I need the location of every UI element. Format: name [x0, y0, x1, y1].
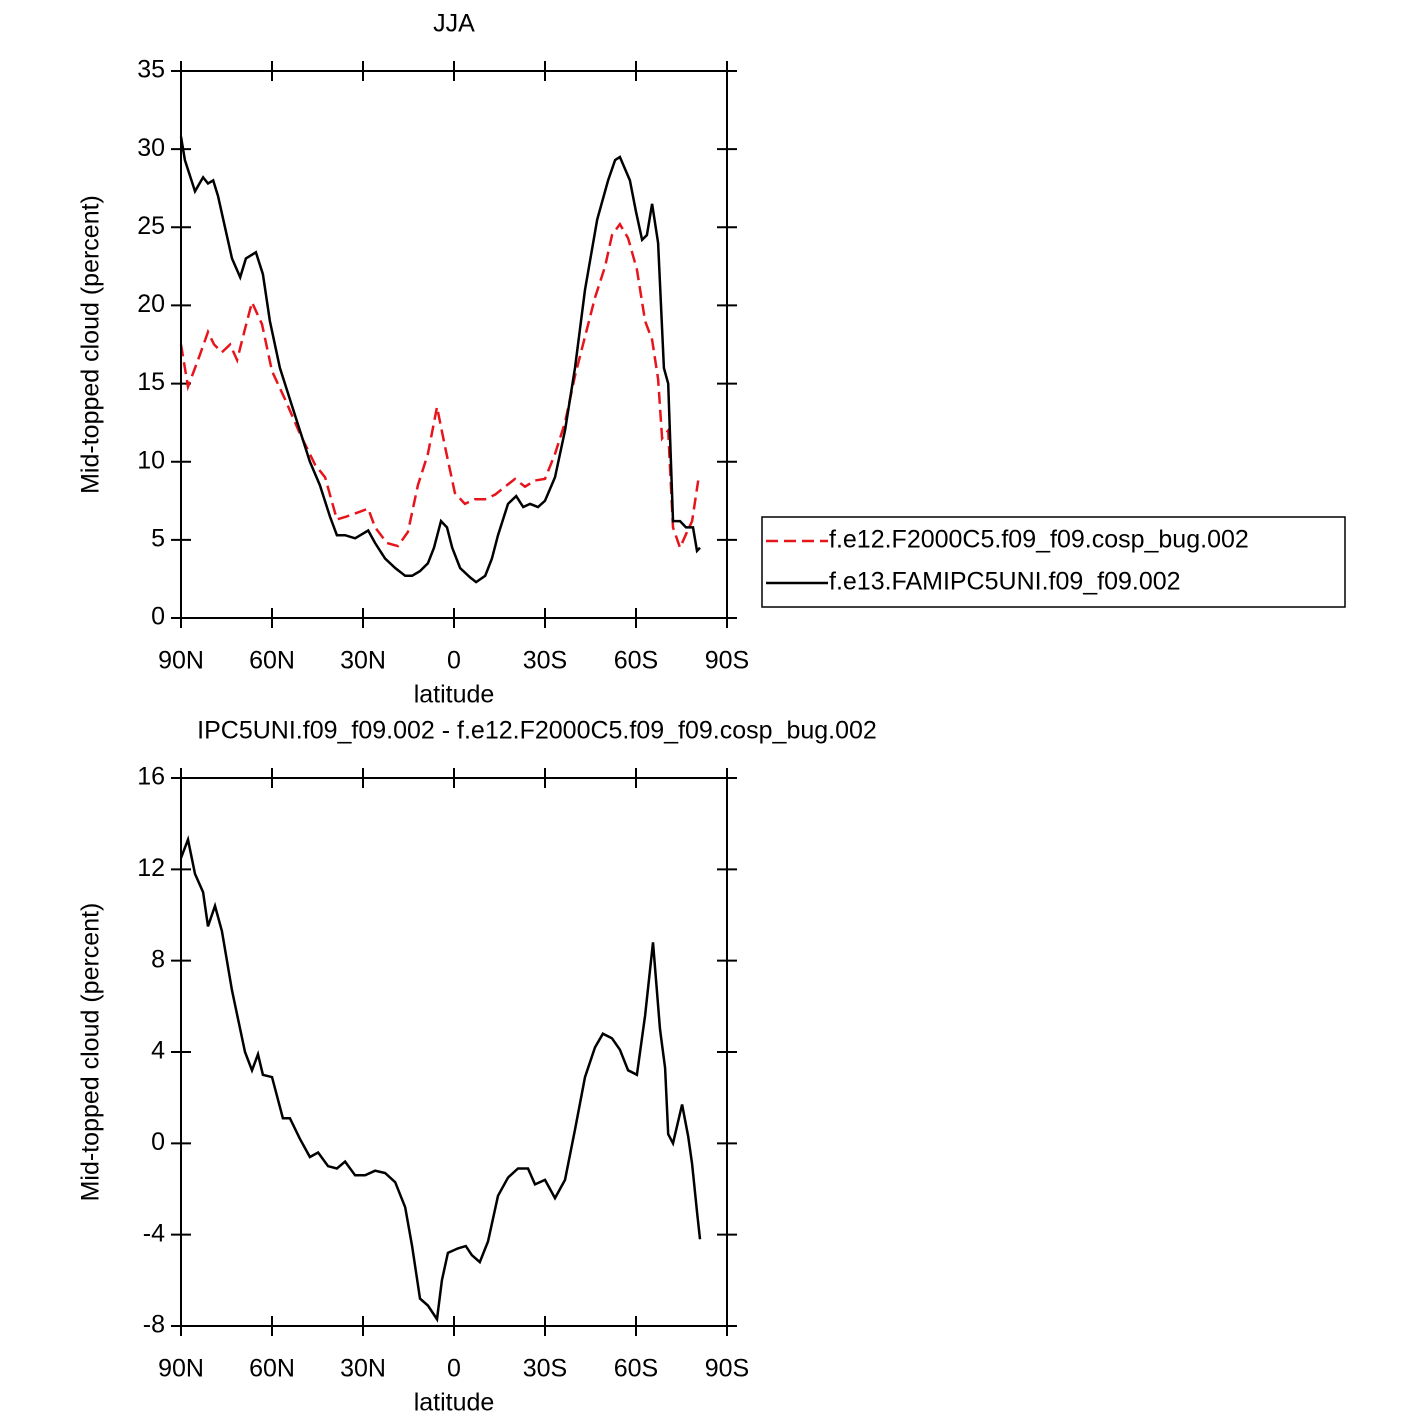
x-tick-label: 90N	[158, 1355, 204, 1383]
x-tick-label: 0	[447, 647, 461, 675]
y-tick-label: 16	[137, 763, 165, 791]
y-tick-label: 5	[151, 524, 165, 552]
data-line	[179, 221, 700, 552]
y-tick-label: 4	[151, 1037, 165, 1065]
x-tick-label: 90S	[705, 647, 749, 675]
y-tick-label: 15	[137, 368, 165, 396]
chart-title: JJA	[433, 10, 475, 38]
plot-frame	[180, 777, 728, 1327]
legend-label: f.e13.FAMIPC5UNI.f09_f09.002	[829, 568, 1181, 596]
y-tick-label: 8	[151, 945, 165, 973]
y-tick-label: -4	[143, 1219, 165, 1247]
y-axis-label: Mid-topped cloud (percent)	[77, 903, 105, 1202]
x-axis-label: latitude	[414, 681, 495, 709]
y-tick-label: 0	[151, 603, 165, 631]
y-tick-label: 25	[137, 212, 165, 240]
y-tick-label: 12	[137, 854, 165, 882]
x-tick-label: 30S	[523, 647, 567, 675]
plot-frame	[180, 70, 728, 619]
legend-label: f.e12.F2000C5.f09_f09.cosp_bug.002	[829, 526, 1249, 554]
y-tick-label: 30	[137, 134, 165, 162]
x-tick-label: 90S	[705, 1355, 749, 1383]
data-line	[179, 136, 701, 584]
x-tick-label: 30N	[340, 647, 386, 675]
y-tick-label: 10	[137, 446, 165, 474]
x-tick-label: 60N	[249, 647, 295, 675]
x-tick-label: 60S	[614, 1355, 658, 1383]
data-line	[179, 835, 702, 1323]
chart-title: IPC5UNI.f09_f09.002 - f.e12.F2000C5.f09_…	[197, 717, 877, 745]
x-tick-label: 30S	[523, 1355, 567, 1383]
x-axis-label: latitude	[414, 1389, 495, 1417]
y-tick-label: 20	[137, 290, 165, 318]
y-tick-label: 0	[151, 1128, 165, 1156]
y-tick-label: -8	[143, 1311, 165, 1339]
y-axis-label: Mid-topped cloud (percent)	[77, 195, 105, 494]
x-tick-label: 30N	[340, 1355, 386, 1383]
x-tick-label: 60N	[249, 1355, 295, 1383]
x-tick-label: 60S	[614, 647, 658, 675]
legend-box	[761, 516, 1346, 608]
x-tick-label: 0	[447, 1355, 461, 1383]
y-tick-label: 35	[137, 56, 165, 84]
x-tick-label: 90N	[158, 647, 204, 675]
